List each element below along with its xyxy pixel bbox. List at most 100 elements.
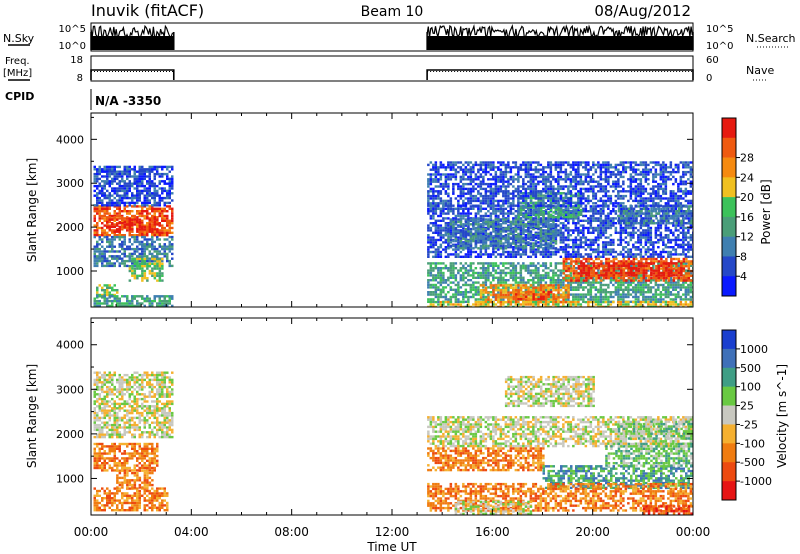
- power-cell: [153, 225, 157, 229]
- power-cell: [434, 224, 438, 227]
- power-cell: [126, 295, 129, 298]
- power-cell: [654, 231, 658, 234]
- power-cell: [539, 264, 543, 267]
- power-cell: [664, 295, 668, 299]
- power-cell: [532, 283, 535, 287]
- power-cell: [126, 212, 129, 215]
- power-cell: [597, 250, 600, 254]
- power-cell: [479, 219, 483, 222]
- power-cell: [607, 262, 611, 265]
- power-cell: [161, 245, 164, 248]
- power-cell: [659, 226, 663, 230]
- power-cell: [504, 227, 508, 231]
- power-cell: [151, 214, 154, 218]
- power-cell: [597, 291, 600, 294]
- power-cell: [637, 234, 640, 237]
- power-cell: [677, 222, 680, 225]
- power-cell: [562, 265, 566, 268]
- power-cell: [647, 257, 651, 261]
- power-cell: [524, 247, 528, 250]
- power-cell: [682, 234, 685, 237]
- power-cell: [136, 304, 139, 307]
- power-cell: [517, 286, 520, 289]
- power-cell: [93, 257, 96, 260]
- power-cell: [106, 262, 109, 265]
- power-cell: [612, 241, 615, 244]
- power-cell: [108, 293, 111, 297]
- power-cell: [554, 227, 558, 231]
- power-cell: [662, 236, 665, 239]
- power-cell: [640, 279, 643, 282]
- power-cell: [512, 237, 515, 240]
- power-cell: [682, 293, 685, 296]
- power-cell: [597, 224, 600, 227]
- power-cell: [657, 229, 660, 232]
- power-cell: [622, 248, 625, 251]
- power-cell: [662, 298, 665, 301]
- power-cell: [552, 230, 555, 233]
- power-cell: [589, 241, 593, 244]
- power-cell: [449, 269, 453, 272]
- power-cell: [600, 274, 603, 277]
- power-cell: [615, 279, 618, 282]
- power-cell: [118, 299, 121, 303]
- power-cell: [479, 223, 483, 226]
- power-cell: [452, 225, 455, 228]
- power-cell: [143, 269, 147, 273]
- power-cell: [564, 298, 568, 301]
- power-cell: [629, 281, 633, 284]
- power-cell: [537, 279, 540, 282]
- power-cell: [687, 229, 690, 232]
- power-cell: [652, 255, 655, 258]
- power-cell: [166, 172, 169, 176]
- power-cell: [447, 298, 450, 301]
- power-cell: [622, 281, 625, 284]
- power-cell: [627, 264, 631, 267]
- power-cell: [589, 205, 593, 208]
- power-cell: [537, 247, 540, 250]
- freq-panel: [90, 55, 694, 82]
- power-cell: [552, 279, 555, 282]
- power-cell: [103, 214, 106, 218]
- power-cell: [605, 264, 608, 267]
- power-cell: [113, 168, 116, 171]
- power-cell: [116, 222, 119, 225]
- power-cell: [649, 279, 653, 282]
- power-cell: [497, 235, 500, 238]
- power-cell: [141, 170, 144, 173]
- power-cell: [158, 245, 161, 248]
- power-cell: [662, 283, 665, 287]
- power-cell: [494, 250, 498, 254]
- power-cell: [171, 235, 174, 239]
- power-cell: [133, 194, 136, 197]
- power-cell: [672, 288, 675, 291]
- power-cell: [584, 226, 588, 230]
- power-cell: [459, 220, 463, 224]
- power-cell: [582, 257, 586, 261]
- power-cell: [432, 207, 435, 210]
- power-cell: [512, 264, 515, 267]
- power-cell: [577, 295, 580, 299]
- power-cell: [652, 264, 655, 267]
- power-cell: [492, 279, 495, 282]
- power-cell: [123, 184, 126, 188]
- power-cell: [101, 252, 104, 256]
- power-cell: [684, 293, 688, 296]
- power-cell: [103, 212, 106, 215]
- power-cell: [156, 255, 159, 258]
- power-cell: [584, 295, 588, 299]
- power-cell: [141, 252, 144, 256]
- power-cell: [662, 238, 665, 242]
- power-cell: [148, 220, 152, 224]
- power-cell: [644, 236, 648, 239]
- power-cell: [434, 291, 438, 294]
- power-cell: [619, 231, 623, 234]
- power-cell: [459, 230, 463, 233]
- power-cell: [168, 192, 171, 195]
- power-cell: [687, 260, 691, 263]
- power-cell: [103, 302, 106, 305]
- power-cell: [587, 279, 590, 282]
- power-cell: [148, 265, 152, 268]
- power-cell: [529, 212, 533, 215]
- power-cell: [549, 262, 553, 265]
